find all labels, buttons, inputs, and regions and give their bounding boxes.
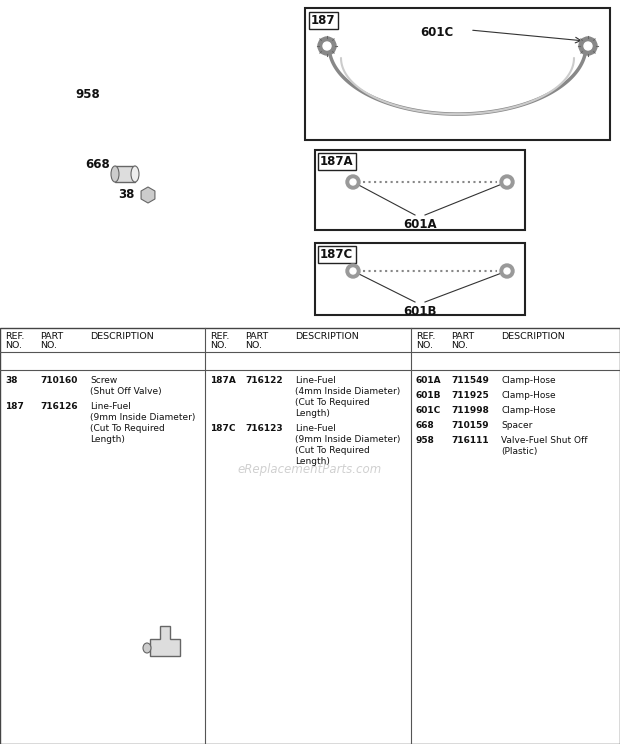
Circle shape [350,179,356,185]
Text: 716111: 716111 [451,436,489,445]
Text: Clamp-Hose: Clamp-Hose [501,406,556,415]
Text: Line-Fuel: Line-Fuel [90,402,131,411]
Text: 958: 958 [416,436,435,445]
Text: PART: PART [245,332,268,341]
Circle shape [500,264,514,278]
Text: PART: PART [40,332,63,341]
Text: NO.: NO. [5,341,22,350]
Text: 716123: 716123 [245,424,283,433]
Bar [115,166,135,182]
Bar [315,150,525,230]
Polygon shape [141,187,155,203]
Text: 668: 668 [86,158,110,172]
Text: 38: 38 [118,188,135,202]
Text: 187A: 187A [320,155,353,168]
Text: NO.: NO. [245,341,262,350]
Text: 711998: 711998 [451,406,489,415]
Text: 187: 187 [311,14,335,27]
Text: 711925: 711925 [451,391,489,400]
Text: (9mm Inside Diameter): (9mm Inside Diameter) [295,435,401,444]
Circle shape [504,268,510,274]
Ellipse shape [143,643,151,653]
Text: 716126: 716126 [40,402,78,411]
Bar [315,243,525,315]
Text: Length): Length) [295,409,330,418]
Circle shape [500,175,514,189]
Ellipse shape [111,166,119,182]
Circle shape [346,175,360,189]
Ellipse shape [131,166,139,182]
Text: Spacer: Spacer [501,421,533,430]
Text: Line-Fuel: Line-Fuel [295,424,336,433]
Text: 187C: 187C [210,424,236,433]
Text: (Shut Off Valve): (Shut Off Valve) [90,387,162,396]
Text: 187C: 187C [320,248,353,261]
Circle shape [579,37,597,55]
Text: (Plastic): (Plastic) [501,447,538,456]
Circle shape [350,268,356,274]
Text: (Cut To Required: (Cut To Required [295,398,370,407]
Text: REF.: REF. [210,332,229,341]
Text: NO.: NO. [40,341,57,350]
Text: 716122: 716122 [245,376,283,385]
Circle shape [323,42,331,50]
Text: 601B: 601B [403,305,436,318]
Text: eReplacementParts.com: eReplacementParts.com [238,464,382,476]
Bar [305,8,610,140]
Text: REF.: REF. [5,332,24,341]
Text: DESCRIPTION: DESCRIPTION [90,332,154,341]
Text: 187A: 187A [210,376,236,385]
Text: 668: 668 [416,421,435,430]
Text: (4mm Inside Diameter): (4mm Inside Diameter) [295,387,401,396]
Text: 187: 187 [5,402,24,411]
Text: (Cut To Required: (Cut To Required [90,424,165,433]
Text: 711549: 711549 [451,376,489,385]
Text: 710160: 710160 [40,376,78,385]
Text: NO.: NO. [210,341,227,350]
Text: 601B: 601B [416,391,441,400]
Text: Clamp-Hose: Clamp-Hose [501,391,556,400]
Text: DESCRIPTION: DESCRIPTION [501,332,565,341]
Text: Length): Length) [295,457,330,466]
Text: 38: 38 [5,376,17,385]
Text: Valve-Fuel Shut Off: Valve-Fuel Shut Off [501,436,588,445]
Text: REF.: REF. [416,332,435,341]
Circle shape [346,264,360,278]
Text: NO.: NO. [416,341,433,350]
Text: Screw: Screw [90,376,117,385]
Text: 601A: 601A [416,376,441,385]
Text: (Cut To Required: (Cut To Required [295,446,370,455]
Text: Length): Length) [90,435,125,444]
Text: 710159: 710159 [451,421,489,430]
Text: NO.: NO. [451,341,468,350]
Text: (9mm Inside Diameter): (9mm Inside Diameter) [90,413,195,422]
Text: 601A: 601A [403,218,437,231]
Text: 601C: 601C [416,406,441,415]
Polygon shape [150,626,180,656]
Circle shape [504,179,510,185]
Circle shape [584,42,592,50]
Text: PART: PART [451,332,474,341]
Text: DESCRIPTION: DESCRIPTION [295,332,359,341]
Text: 958: 958 [75,89,100,101]
Bar [0,328,620,744]
Text: Clamp-Hose: Clamp-Hose [501,376,556,385]
Text: Line-Fuel: Line-Fuel [295,376,336,385]
Text: 601C: 601C [420,26,453,39]
Circle shape [318,37,336,55]
